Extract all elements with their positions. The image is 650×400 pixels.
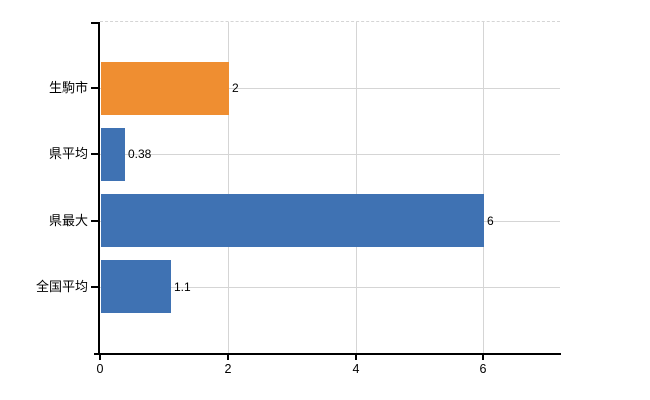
bar-value-label: 6: [487, 214, 494, 228]
y-tick: [91, 286, 98, 288]
bar: [101, 260, 171, 313]
v-gridline: [483, 22, 484, 353]
x-tick: [482, 355, 484, 360]
x-tick-label: 0: [96, 362, 104, 376]
y-tick: [91, 153, 98, 155]
y-tick: [91, 87, 98, 89]
y-axis-line: [98, 22, 100, 355]
h-gridline: [100, 154, 560, 155]
v-gridline: [356, 22, 357, 353]
x-tick: [355, 355, 357, 360]
category-label: 県最大: [48, 213, 88, 228]
h-gridline: [100, 287, 560, 288]
bar: [101, 62, 229, 115]
x-tick: [99, 355, 101, 360]
category-label: 県平均: [48, 146, 88, 161]
category-label: 全国平均: [35, 279, 88, 294]
y-tick: [91, 220, 98, 222]
bar-value-label: 2: [232, 81, 239, 95]
x-tick-label: 6: [479, 362, 487, 376]
h-gridline: [100, 88, 560, 89]
v-gridline: [228, 22, 229, 353]
x-axis-line: [94, 353, 561, 355]
x-tick: [227, 355, 229, 360]
bar-value-label: 1.1: [174, 280, 191, 294]
bar: [101, 194, 484, 247]
bar: [101, 128, 125, 181]
bar-value-label: 0.38: [128, 147, 152, 161]
x-tick-label: 2: [224, 362, 232, 376]
y-axis-end-tick: [91, 22, 98, 24]
plot-top-border: [100, 21, 560, 22]
x-tick-label: 4: [352, 362, 360, 376]
category-label: 生駒市: [48, 80, 88, 95]
